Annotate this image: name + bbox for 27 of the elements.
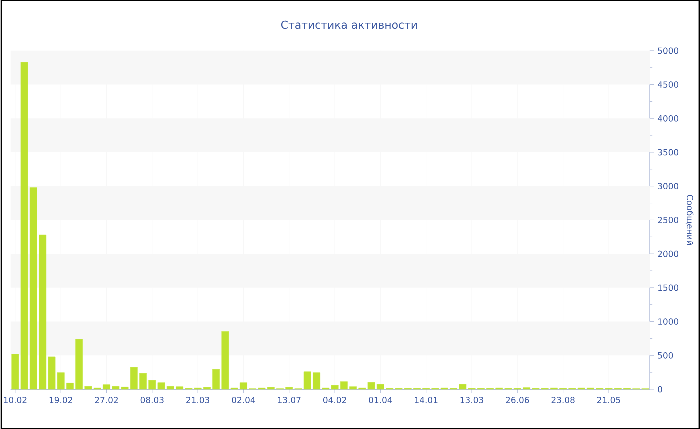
y-tick-label: 3500	[658, 149, 679, 156]
y-tick-label: 500	[658, 352, 674, 359]
y-tick-label: 5000	[658, 48, 679, 54]
x-tick-label: 21.05	[597, 396, 620, 404]
y-tick-label: 3000	[658, 182, 679, 190]
x-tick-label: 13.07	[278, 396, 301, 404]
y-axis-title: Сообщений	[686, 194, 694, 245]
x-tick-label: 08.03	[140, 396, 164, 404]
x-tick-label: 13.03	[460, 396, 484, 404]
x-tick-label: 26.06	[506, 396, 530, 404]
y-tick-label: 4000	[658, 115, 679, 122]
x-tick-label: 02.04	[232, 396, 256, 404]
x-tick-label: 27.02	[95, 396, 118, 404]
x-tick-label: 04.02	[323, 396, 346, 404]
chart-title: Статистика активности	[281, 20, 418, 29]
x-tick-label: 19.02	[50, 396, 72, 404]
x-tick-label: 21.03	[186, 396, 210, 404]
x-tick-label: 10.02	[4, 396, 27, 404]
y-tick-label: 4500	[658, 81, 679, 88]
x-tick-label: 01.04	[369, 396, 392, 404]
y-tick-label: 0	[658, 386, 662, 392]
y-tick-label: 2500	[658, 216, 679, 224]
y-tick-label: 1000	[658, 318, 679, 325]
y-tick-label: 1500	[658, 284, 679, 291]
x-tick-label: 14.01	[415, 396, 438, 404]
y-tick-label: 2000	[658, 250, 679, 258]
x-tick-label: 23.08	[552, 396, 575, 404]
